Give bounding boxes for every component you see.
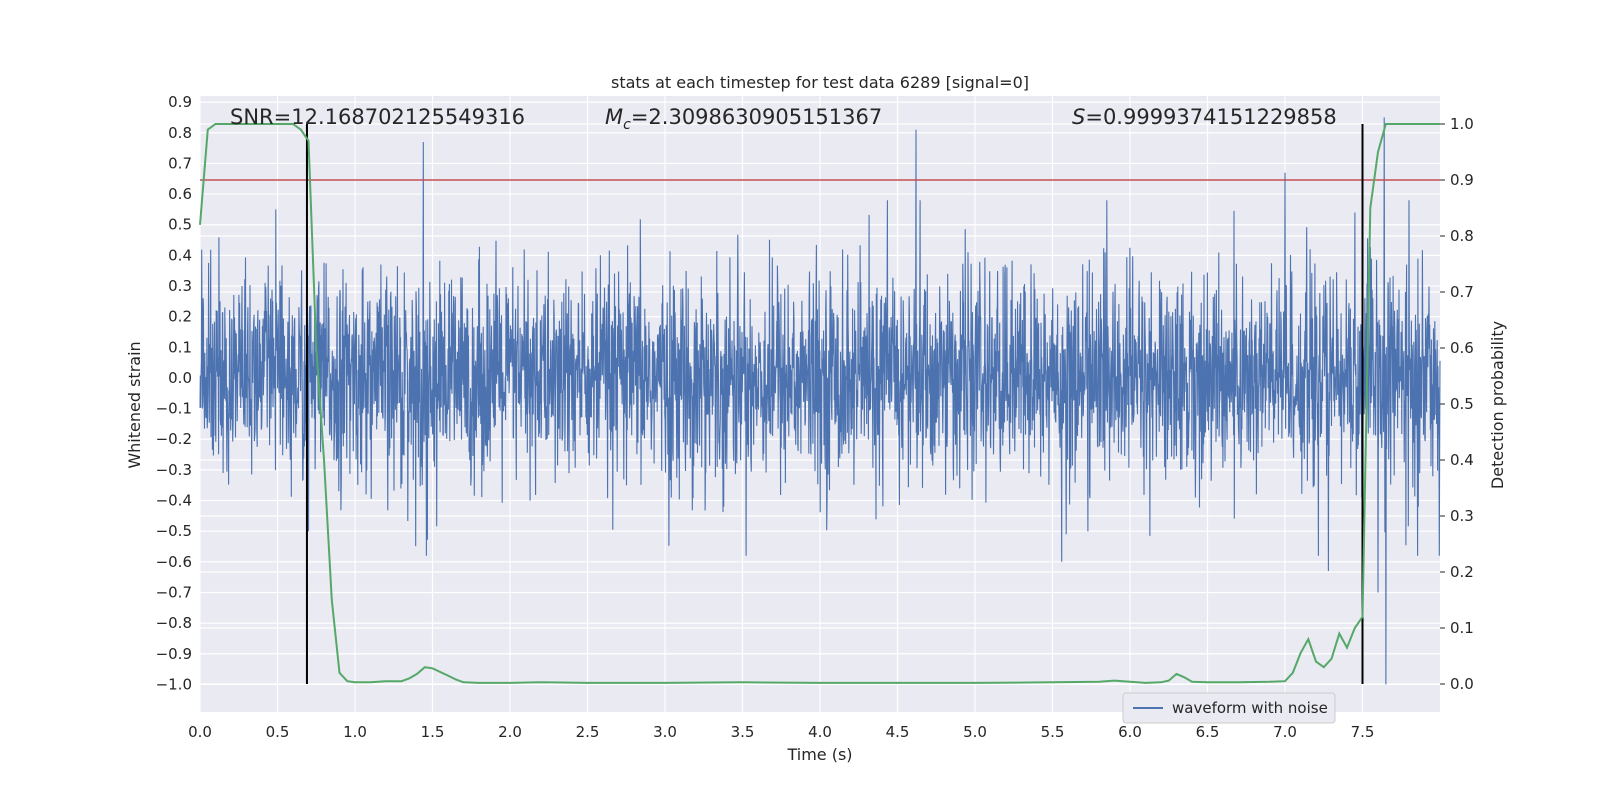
y-tick-label: −0.3 — [156, 461, 192, 479]
x-tick-label: 1.0 — [343, 723, 367, 741]
y-tick-label: 0.7 — [168, 154, 192, 172]
x-axis-label: Time (s) — [786, 745, 852, 764]
x-tick-label: 6.5 — [1196, 723, 1220, 741]
y-tick-label: 0.4 — [168, 246, 192, 264]
chirp-mass-subscript: c — [623, 117, 631, 133]
y-tick-label: 0.6 — [168, 185, 192, 203]
x-tick-label: 0.0 — [188, 723, 212, 741]
x-tick-label: 3.5 — [731, 723, 755, 741]
chart-title: stats at each timestep for test data 628… — [611, 73, 1029, 92]
x-tick-label: 4.0 — [808, 723, 832, 741]
y2-tick-label: 0.0 — [1450, 675, 1474, 693]
y-axis-label: Whitened strain — [125, 341, 144, 468]
legend-label-waveform: waveform with noise — [1172, 699, 1328, 717]
y-tick-label: 0.0 — [168, 369, 192, 387]
y-tick-label: 0.3 — [168, 277, 192, 295]
y2-tick-label: 0.3 — [1450, 507, 1474, 525]
x-tick-label: 0.5 — [266, 723, 290, 741]
x-tick-label: 2.0 — [498, 723, 522, 741]
y-tick-label: −0.1 — [156, 400, 192, 418]
y2-tick-label: 1.0 — [1450, 115, 1474, 133]
x-tick-label: 5.0 — [963, 723, 987, 741]
y-tick-label: −0.8 — [156, 614, 192, 632]
x-tick-labels: 0.0 0.5 1.0 1.5 2.0 2.5 3.0 3.5 4.0 4.5 5.0 5.5 6.0 6… — [188, 723, 1374, 741]
y-tick-label: 0.9 — [168, 93, 192, 111]
y2-tick-label: 0.8 — [1450, 227, 1474, 245]
y2-axis-label: Detection probability — [1488, 321, 1507, 489]
y2-tick-labels: 1.0 0.9 0.8 0.7 0.6 0.5 0.4 0.3 0.2 0.1 0.0 — [1440, 115, 1474, 693]
y-tick-label: 0.8 — [168, 124, 192, 142]
chirp-mass-value: =2.3098630905151367 — [631, 105, 882, 129]
y-tick-label: 0.5 — [168, 216, 192, 234]
y2-tick-label: 0.9 — [1450, 171, 1474, 189]
y-tick-label: −1.0 — [156, 675, 192, 693]
x-tick-label: 7.0 — [1273, 723, 1297, 741]
chirp-mass-annotation: Mc=2.3098630905151367 — [605, 105, 882, 133]
detection-probability-line — [199, 123, 1440, 684]
legend: waveform with noise — [1122, 692, 1336, 724]
x-tick-label: 4.5 — [886, 723, 910, 741]
y-tick-label: 0.1 — [168, 338, 192, 356]
y-tick-label: −0.5 — [156, 522, 192, 540]
score-annotation: S=0.9999374151229858 — [1072, 105, 1337, 129]
y2-tick-label: 0.7 — [1450, 283, 1474, 301]
x-tick-label: 2.5 — [576, 723, 600, 741]
x-tick-label: 3.0 — [653, 723, 677, 741]
score-value: =0.9999374151229858 — [1085, 105, 1336, 129]
x-tick-label: 5.5 — [1041, 723, 1065, 741]
waveform-line — [199, 117, 1441, 685]
y2-tick-label: 0.5 — [1450, 395, 1474, 413]
y-tick-label: −0.6 — [156, 553, 192, 571]
snr-annotation: SNR=12.168702125549316 — [230, 105, 525, 129]
y-tick-label: −0.9 — [156, 645, 192, 663]
y-tick-label: −0.4 — [156, 492, 192, 510]
y2-tick-label: 0.6 — [1450, 339, 1474, 357]
y-tick-label: −0.7 — [156, 583, 192, 601]
y-tick-labels: 0.9 0.8 0.7 0.6 0.5 0.4 0.3 0.2 0.1 0.0 −0.1 −0.2 −0… — [156, 93, 192, 693]
y2-tick-label: 0.2 — [1450, 563, 1474, 581]
legend-box — [1122, 692, 1336, 724]
x-tick-label: 6.0 — [1118, 723, 1142, 741]
x-tick-label: 1.5 — [421, 723, 445, 741]
chirp-mass-symbol: M — [605, 105, 623, 129]
waveform-series — [199, 117, 1441, 685]
y2-tick-label: 0.4 — [1450, 451, 1474, 469]
score-symbol: S — [1072, 105, 1085, 129]
y2-tick-label: 0.1 — [1450, 619, 1474, 637]
y-tick-label: −0.2 — [156, 430, 192, 448]
x-tick-label: 7.5 — [1351, 723, 1375, 741]
y-tick-label: 0.2 — [168, 308, 192, 326]
